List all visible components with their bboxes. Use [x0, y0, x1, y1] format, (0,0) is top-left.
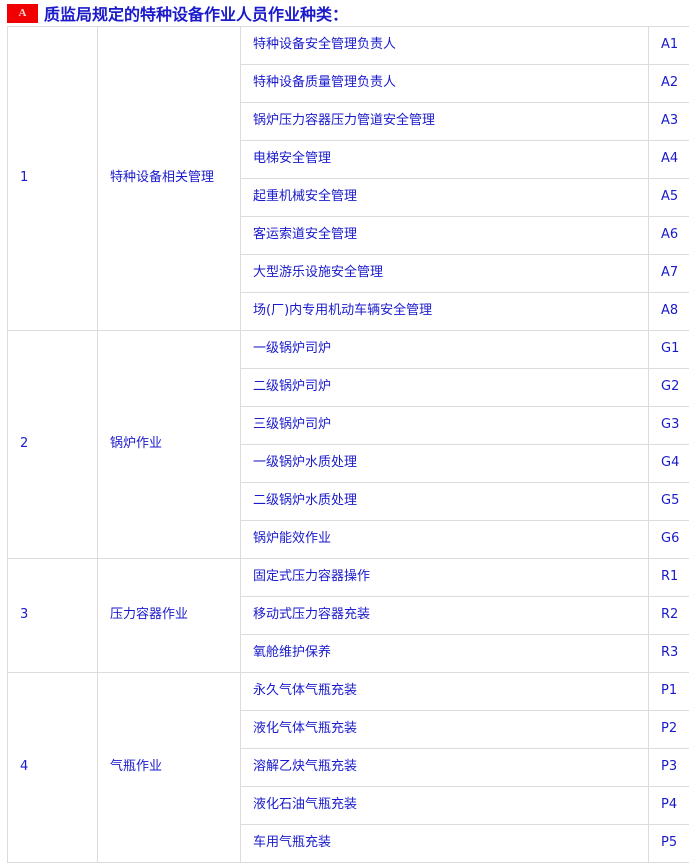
- occupation-name-cell: 车用气瓶充装: [241, 825, 649, 863]
- occupation-code-cell: A1: [649, 27, 689, 65]
- occupation-name-cell: 锅炉能效作业: [241, 521, 649, 559]
- occupation-code-cell: P4: [649, 787, 689, 825]
- group-name-cell: 气瓶作业: [98, 673, 241, 863]
- occupation-name-cell: 移动式压力容器充装: [241, 597, 649, 635]
- occupation-code-cell: A4: [649, 141, 689, 179]
- occupation-name-cell: 大型游乐设施安全管理: [241, 255, 649, 293]
- occupation-name-cell: 特种设备质量管理负责人: [241, 65, 649, 103]
- occupation-code-cell: G4: [649, 445, 689, 483]
- occupation-name-cell: 永久气体气瓶充装: [241, 673, 649, 711]
- occupation-code-cell: R3: [649, 635, 689, 673]
- occupation-code-cell: G3: [649, 407, 689, 445]
- group-number-cell: 3: [8, 559, 98, 673]
- occupation-name-cell: 液化气体气瓶充装: [241, 711, 649, 749]
- group-name-cell: 特种设备相关管理: [98, 27, 241, 331]
- occupation-name-cell: 客运索道安全管理: [241, 217, 649, 255]
- occupation-name-cell: 二级锅炉司炉: [241, 369, 649, 407]
- occupation-code-cell: A8: [649, 293, 689, 331]
- occupation-name-cell: 场(厂)内专用机动车辆安全管理: [241, 293, 649, 331]
- occupation-name-cell: 锅炉压力容器压力管道安全管理: [241, 103, 649, 141]
- occupation-code-cell: A3: [649, 103, 689, 141]
- occupation-code-cell: G2: [649, 369, 689, 407]
- occupation-name-cell: 特种设备安全管理负责人: [241, 27, 649, 65]
- occupation-name-cell: 一级锅炉司炉: [241, 331, 649, 369]
- group-number-cell: 1: [8, 27, 98, 331]
- group-name-cell: 压力容器作业: [98, 559, 241, 673]
- occupation-code-cell: P5: [649, 825, 689, 863]
- occupation-code-cell: G1: [649, 331, 689, 369]
- occupation-name-cell: 电梯安全管理: [241, 141, 649, 179]
- occupation-code-cell: A2: [649, 65, 689, 103]
- occupation-code-cell: P2: [649, 711, 689, 749]
- occupation-name-cell: 液化石油气瓶充装: [241, 787, 649, 825]
- group-number-cell: 2: [8, 331, 98, 559]
- occupation-name-cell: 溶解乙炔气瓶充装: [241, 749, 649, 787]
- page-title: 质监局规定的特种设备作业人员作业种类：: [44, 1, 348, 25]
- occupation-name-cell: 一级锅炉水质处理: [241, 445, 649, 483]
- occupation-name-cell: 氧舱维护保养: [241, 635, 649, 673]
- group-name-cell: 锅炉作业: [98, 331, 241, 559]
- occupation-code-cell: G6: [649, 521, 689, 559]
- occupation-code-cell: R2: [649, 597, 689, 635]
- occupation-code-cell: A6: [649, 217, 689, 255]
- category-badge-icon: A: [7, 4, 38, 23]
- occupation-code-cell: P3: [649, 749, 689, 787]
- occupation-name-cell: 三级锅炉司炉: [241, 407, 649, 445]
- page-heading: A 质监局规定的特种设备作业人员作业种类：: [0, 0, 689, 26]
- occupation-code-cell: G5: [649, 483, 689, 521]
- occupation-code-cell: A5: [649, 179, 689, 217]
- occupation-code-cell: R1: [649, 559, 689, 597]
- group-number-cell: 4: [8, 673, 98, 863]
- occupation-name-cell: 起重机械安全管理: [241, 179, 649, 217]
- occupation-name-cell: 固定式压力容器操作: [241, 559, 649, 597]
- occupation-code-cell: P1: [649, 673, 689, 711]
- occupation-name-cell: 二级锅炉水质处理: [241, 483, 649, 521]
- occupation-code-cell: A7: [649, 255, 689, 293]
